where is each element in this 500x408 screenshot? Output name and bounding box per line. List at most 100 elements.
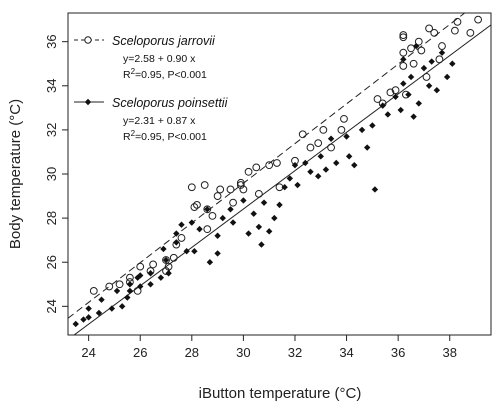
legend-open-circle-marker (84, 36, 92, 44)
data-point-poinsettii (118, 303, 126, 310)
data-point-poinsettii (271, 214, 278, 222)
data-point-jarrovii (407, 44, 415, 53)
data-point-poinsettii (351, 161, 358, 169)
data-point-jarrovii (236, 181, 245, 189)
data-point-poinsettii (405, 91, 412, 98)
data-point-poinsettii (183, 247, 190, 255)
data-point-jarrovii (438, 42, 446, 50)
data-point-poinsettii (358, 126, 366, 134)
data-point-jarrovii (136, 262, 145, 271)
data-point-poinsettii (196, 225, 203, 233)
data-point-poinsettii (204, 206, 211, 213)
data-point-poinsettii (407, 73, 415, 81)
data-point-poinsettii (219, 214, 226, 222)
data-point-jarrovii (200, 181, 209, 189)
data-point-poinsettii (147, 270, 154, 277)
data-point-poinsettii (173, 239, 180, 246)
data-point-jarrovii (399, 33, 408, 42)
data-point-poinsettii (157, 274, 165, 281)
data-point-poinsettii (314, 173, 322, 180)
data-point-poinsettii (276, 201, 283, 209)
legend: Sceloporus jarrovii y=2.58 + 0.90 x R2=0… (74, 34, 229, 143)
x-tick-label: 28 (185, 345, 199, 360)
data-point-poinsettii (281, 184, 288, 191)
data-point-poinsettii (302, 159, 309, 167)
data-point-jarrovii (306, 143, 315, 152)
data-point-poinsettii (214, 250, 221, 257)
data-point-poinsettii (384, 111, 392, 118)
data-point-poinsettii (369, 122, 376, 129)
x-tick-label: 24 (81, 345, 95, 360)
legend-filled-diamond-marker (84, 98, 92, 106)
y-tick-label: 30 (44, 167, 59, 181)
y-tick-label: 24 (44, 299, 59, 313)
data-point-poinsettii (379, 102, 386, 109)
legend-r2-poinsettii: R2=0.95, P<0.001 (123, 129, 207, 143)
data-point-poinsettii (333, 159, 340, 167)
legend-entry-jarrovii: Sceloporus jarrovii y=2.58 + 0.90 x R2=0… (74, 34, 216, 81)
y-tick-label: 36 (44, 34, 59, 48)
data-point-poinsettii (425, 82, 433, 89)
data-point-poinsettii (294, 181, 301, 189)
data-point-poinsettii (322, 166, 330, 173)
data-point-jarrovii (450, 26, 459, 35)
data-point-jarrovii (236, 178, 245, 187)
data-point-poinsettii (229, 219, 237, 226)
data-point-jarrovii (187, 183, 196, 192)
data-point-jarrovii (453, 17, 462, 26)
data-point-poinsettii (392, 93, 399, 101)
data-point-jarrovii (273, 159, 281, 167)
data-point-jarrovii (327, 143, 335, 152)
data-point-jarrovii (203, 225, 212, 234)
legend-r2-jarrovii: R2=0.95, P<0.001 (123, 67, 207, 81)
x-tick-label: 32 (288, 345, 302, 360)
data-point-poinsettii (85, 305, 92, 312)
data-point-poinsettii (245, 230, 252, 237)
data-point-poinsettii (415, 100, 422, 107)
data-point-poinsettii (206, 259, 214, 266)
data-point-jarrovii (254, 189, 263, 198)
data-point-poinsettii (307, 168, 314, 175)
data-point-jarrovii (430, 28, 439, 37)
data-point-jarrovii (340, 114, 348, 123)
x-tick-label: 34 (339, 345, 353, 360)
data-point-poinsettii (126, 281, 134, 288)
series-jarrovii-points (89, 15, 483, 295)
data-point-poinsettii (113, 287, 121, 295)
y-tick-label: 34 (44, 79, 59, 93)
data-point-jarrovii (164, 262, 173, 271)
data-point-jarrovii (399, 62, 408, 70)
data-point-poinsettii (449, 60, 456, 67)
data-point-jarrovii (319, 125, 328, 134)
data-point-jarrovii (226, 185, 235, 194)
data-point-poinsettii (160, 245, 167, 253)
data-point-poinsettii (255, 223, 263, 231)
data-point-jarrovii (422, 73, 431, 81)
data-point-jarrovii (169, 253, 178, 262)
data-point-poinsettii (162, 256, 170, 264)
data-point-jarrovii (435, 55, 444, 64)
data-point-poinsettii (363, 144, 371, 151)
data-point-poinsettii (98, 296, 105, 303)
data-point-poinsettii (420, 64, 428, 72)
data-point-jarrovii (177, 234, 186, 242)
data-point-poinsettii (343, 133, 350, 140)
data-point-poinsettii (291, 161, 299, 169)
x-axis: 24 26 28 30 32 34 36 38 (81, 335, 457, 360)
data-point-jarrovii (193, 200, 201, 209)
data-point-poinsettii (250, 210, 257, 217)
legend-equation-poinsettii: y=2.31 + 0.87 x (123, 115, 196, 127)
data-point-poinsettii (147, 281, 154, 288)
data-point-jarrovii (89, 286, 98, 295)
data-point-poinsettii (227, 206, 234, 213)
data-point-poinsettii (95, 309, 103, 317)
data-point-poinsettii (428, 58, 435, 65)
data-point-poinsettii (258, 241, 265, 248)
data-point-poinsettii (80, 316, 87, 323)
data-point-jarrovii (298, 130, 307, 139)
data-point-poinsettii (286, 175, 294, 182)
y-tick-label: 28 (44, 211, 59, 225)
data-point-poinsettii (214, 232, 221, 239)
data-point-poinsettii (173, 230, 180, 237)
data-point-poinsettii (137, 272, 144, 279)
